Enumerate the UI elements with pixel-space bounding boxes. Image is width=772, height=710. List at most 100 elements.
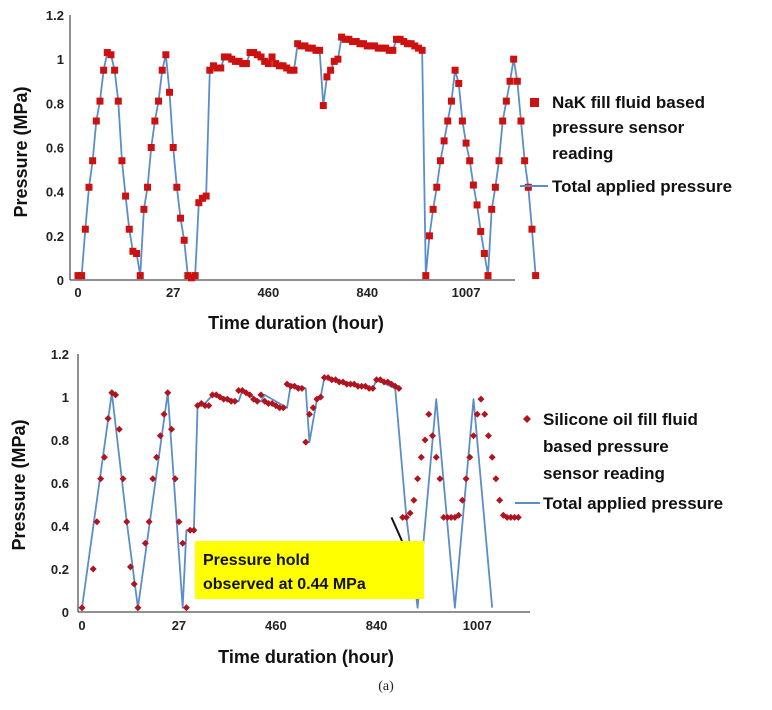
data-point-nak xyxy=(111,66,119,74)
x-tick-labels: 0 27 460 840 1007 xyxy=(74,285,480,300)
legend-marker-nak xyxy=(530,98,539,107)
data-point-nak xyxy=(352,38,360,45)
data-point-silicone xyxy=(477,395,485,403)
data-point-nak xyxy=(308,44,316,52)
data-point-nak xyxy=(312,46,320,54)
x-tick-label: 460 xyxy=(258,285,280,300)
data-point-nak xyxy=(319,102,327,110)
data-point-silicone xyxy=(78,604,86,612)
data-point-silicone xyxy=(354,382,362,390)
data-point-silicone xyxy=(220,395,228,403)
data-point-nak xyxy=(396,35,404,43)
data-point-silicone xyxy=(410,496,418,504)
data-point-silicone xyxy=(160,410,168,418)
data-point-nak xyxy=(261,57,269,65)
data-point-nak xyxy=(436,157,444,165)
data-point-silicone xyxy=(507,513,515,521)
data-point-nak xyxy=(466,157,474,165)
data-point-nak xyxy=(250,49,258,57)
data-point-nak xyxy=(220,53,228,61)
data-point-nak xyxy=(290,66,298,74)
y-tick-label: 1 xyxy=(62,390,69,405)
legend-label-nak-line3: reading xyxy=(552,144,613,163)
data-point-silicone xyxy=(503,513,511,521)
x-tick-label: 27 xyxy=(166,285,180,300)
data-point-nak xyxy=(294,40,302,48)
y-tick-label: 0.2 xyxy=(46,229,64,244)
data-point-silicone xyxy=(466,453,474,461)
legend: Silicone oil fill fluid based pressure s… xyxy=(515,410,723,513)
data-point-nak xyxy=(103,49,111,57)
data-point-nak xyxy=(100,66,108,74)
data-point-silicone xyxy=(421,436,429,444)
data-point-nak xyxy=(433,183,441,191)
data-point-silicone xyxy=(115,425,123,433)
data-point-nak xyxy=(114,97,122,105)
data-point-silicone xyxy=(134,604,142,612)
data-point-silicone xyxy=(436,475,444,483)
data-point-silicone xyxy=(209,391,217,399)
data-point-silicone xyxy=(112,391,120,399)
data-point-nak xyxy=(209,62,217,70)
data-point-nak xyxy=(96,97,104,105)
data-point-silicone xyxy=(496,496,504,504)
plot-area xyxy=(78,374,522,612)
data-point-nak xyxy=(513,77,521,85)
data-point-silicone xyxy=(328,376,336,384)
data-point-silicone xyxy=(153,453,161,461)
data-point-nak xyxy=(279,62,287,70)
data-point-silicone xyxy=(205,402,213,410)
legend-marker-silicone xyxy=(523,415,531,423)
data-point-nak xyxy=(275,62,283,70)
data-point-nak xyxy=(78,272,86,280)
data-point-silicone xyxy=(369,384,377,392)
data-point-nak xyxy=(506,77,514,85)
legend-label-nak-line2: pressure sensor xyxy=(552,118,685,137)
data-point-silicone xyxy=(149,475,157,483)
y-tick-label: 1 xyxy=(57,52,64,67)
data-point-nak xyxy=(393,35,401,43)
data-point-nak xyxy=(360,40,368,48)
data-point-nak xyxy=(195,199,203,207)
data-point-nak xyxy=(425,232,433,240)
data-point-nak xyxy=(341,35,349,43)
data-point-silicone xyxy=(231,397,239,405)
data-point-nak xyxy=(213,64,221,72)
annotation-box xyxy=(195,541,424,599)
data-point-silicone xyxy=(119,475,127,483)
data-point-nak xyxy=(140,205,148,213)
data-point-silicone xyxy=(235,387,243,395)
data-point-nak xyxy=(338,33,346,41)
x-tick-label: 840 xyxy=(366,618,388,633)
data-point-nak xyxy=(158,66,166,74)
data-point-nak xyxy=(264,60,272,68)
data-point-silicone xyxy=(462,475,470,483)
data-point-silicone xyxy=(402,513,410,521)
data-point-nak xyxy=(371,42,379,50)
data-point-silicone xyxy=(514,513,522,521)
data-point-silicone xyxy=(287,382,295,390)
chart-top-nak: 0 0.2 0.4 0.6 0.8 1 1.2 0 27 460 840 1007 Pressure… xyxy=(11,8,732,333)
data-point-nak xyxy=(184,272,192,280)
data-point-silicone xyxy=(425,410,433,418)
data-point-nak xyxy=(257,53,265,61)
data-point-silicone xyxy=(484,432,492,440)
data-point-nak xyxy=(92,117,100,125)
data-point-nak xyxy=(378,44,386,52)
data-point-nak xyxy=(334,55,342,63)
data-point-silicone xyxy=(145,518,153,526)
data-point-silicone xyxy=(455,511,463,519)
data-point-nak xyxy=(239,60,247,68)
y-tick-label: 1.2 xyxy=(46,8,64,23)
data-point-silicone xyxy=(104,415,112,422)
data-point-nak xyxy=(422,272,430,280)
data-point-silicone xyxy=(93,518,101,526)
data-point-nak xyxy=(169,144,177,151)
y-axis-title: Pressure (MPa) xyxy=(9,419,29,550)
y-tick-label: 0.6 xyxy=(51,476,69,491)
data-point-nak xyxy=(202,192,210,200)
data-point-nak xyxy=(206,66,214,74)
x-tick-label: 1007 xyxy=(463,618,492,633)
data-point-silicone xyxy=(488,453,496,461)
x-tick-label: 460 xyxy=(265,618,287,633)
